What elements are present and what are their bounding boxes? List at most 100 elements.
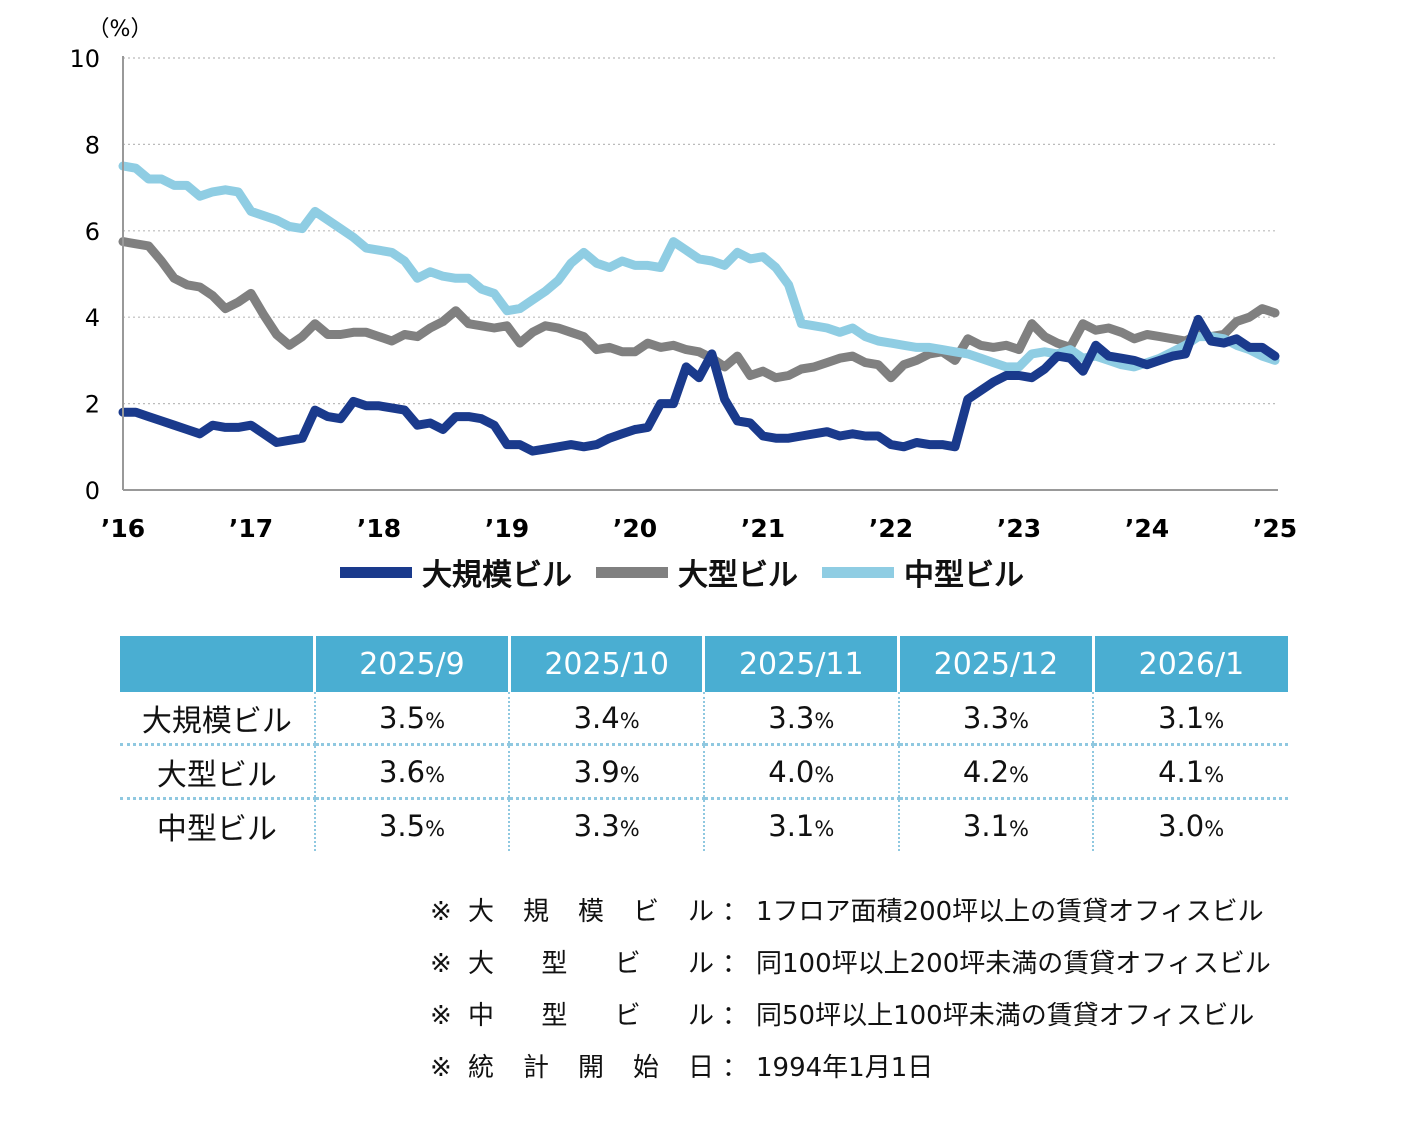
note-term-char: ビ	[614, 949, 641, 979]
x-tick-label: ’19	[485, 514, 529, 543]
y-tick-label: 4	[85, 304, 100, 332]
y-tick-label: 6	[85, 218, 100, 246]
table-cell: 3.3%	[702, 692, 899, 746]
cell-value: 3.0	[1158, 808, 1205, 843]
table-cell: 4.1%	[1092, 744, 1288, 800]
note-term-char: 開	[577, 1053, 604, 1083]
table-cell: 3.1%	[702, 798, 899, 851]
table-corner-cell	[120, 636, 315, 692]
series-line	[118, 314, 1280, 456]
series-lines	[118, 161, 1280, 456]
cell-unit: %	[425, 762, 446, 787]
note-row: ※ 大規模ビル： 1フロア面積200坪以上の賃貸オフィスビル	[430, 886, 1271, 938]
table-row: 中型ビル 3.5% 3.3% 3.1% 3.1% 3.0%	[120, 798, 1288, 851]
footnotes: ※ 大規模ビル： 1フロア面積200坪以上の賃貸オフィスビル ※ 大型ビル：同100坪以…	[430, 886, 1271, 1094]
note-term-char: 型	[541, 1001, 568, 1031]
x-axis-ticks: ’16 ’17 ’18 ’19 ’20 ’21 ’22 ’23 ’24 ’25	[101, 514, 1297, 543]
x-tick-label: ’17	[229, 514, 273, 543]
note-term: 中型ビル	[468, 990, 714, 1042]
table-row-label: 大型ビル	[120, 744, 315, 800]
note-colon: ：	[721, 1001, 748, 1031]
cell-value: 3.3	[768, 700, 815, 735]
cell-unit: %	[425, 708, 446, 733]
note-term-char: 中	[468, 1001, 495, 1031]
table-column-header: 2025/11	[702, 636, 899, 692]
table-cell: 3.1%	[897, 798, 1094, 851]
table-column-header: 2025/12	[897, 636, 1094, 692]
legend-item: 中型ビル	[822, 550, 1024, 594]
table-cell: 3.3%	[897, 692, 1094, 746]
table-cell: 3.1%	[1092, 692, 1288, 746]
cell-unit: %	[425, 816, 446, 841]
cell-unit: %	[814, 762, 835, 787]
chart-legend: 大規模ビル 大型ビル 中型ビル	[340, 550, 1048, 594]
cell-value: 3.9	[573, 754, 620, 789]
note-term-char: 始	[632, 1053, 659, 1083]
legend-swatch	[822, 566, 894, 578]
x-tick-label: ’21	[741, 514, 785, 543]
note-term: 大規模ビル	[468, 886, 714, 938]
cell-value: 4.0	[768, 754, 815, 789]
note-row: ※ 統計開始日： 1994年1月1日	[430, 1042, 1271, 1094]
y-tick-label: 8	[85, 131, 100, 159]
table-cell: 4.0%	[702, 744, 899, 800]
note-term-char: 大	[468, 949, 495, 979]
cell-value: 3.6	[378, 754, 426, 789]
note-term-char: ル	[687, 949, 714, 979]
note-row: ※ 大 型 ビ ル： 同100坪以上200坪未満の賃貸オフィスビル	[430, 938, 1271, 990]
note-colon: ：	[721, 897, 748, 927]
table-row-label: 大規模ビル	[120, 692, 315, 746]
note-term-char: 模	[577, 897, 604, 927]
x-tick-label: ’22	[869, 514, 913, 543]
cell-value: 3.3	[573, 808, 620, 843]
note-mark: ※	[430, 1053, 452, 1083]
x-tick-label: ’23	[997, 514, 1041, 543]
table-cell: 3.6%	[313, 744, 510, 800]
y-tick-label: 10	[69, 45, 100, 73]
note-description: 同100坪以上200坪未満の賃貸オフィスビル	[756, 949, 1271, 979]
note-term-char: 日	[687, 1053, 714, 1083]
note-colon: ：	[721, 1053, 748, 1083]
note-term-char: ル	[687, 897, 714, 927]
table-column-header: 2025/10	[507, 636, 704, 692]
cell-unit: %	[1204, 762, 1225, 787]
cell-unit: %	[1009, 762, 1029, 787]
note-term-char: 大	[468, 897, 495, 927]
note-colon: ：	[721, 949, 748, 979]
note-term: 統計開始日	[468, 1042, 714, 1094]
cell-value: 4.2	[962, 754, 1010, 789]
x-tick-label: ’24	[1125, 514, 1169, 543]
note-term-char: ビ	[632, 897, 659, 927]
table-column-header: 2026/1	[1091, 636, 1288, 692]
table-cell: 3.3%	[508, 798, 704, 851]
note-term-char: 規	[522, 897, 549, 927]
legend-label: 大規模ビル	[422, 558, 572, 593]
legend-item: 大規模ビル	[340, 550, 572, 594]
cell-value: 3.4	[573, 700, 620, 735]
legend-item: 大型ビル	[596, 550, 798, 594]
note-description: 1994年1月1日	[756, 1053, 934, 1083]
x-tick-label: ’20	[613, 514, 657, 543]
table-cell: 3.0%	[1092, 798, 1288, 851]
table-row: 大型ビル 3.6% 3.9% 4.0% 4.2% 4.1%	[120, 744, 1288, 800]
note-term-char: ビ	[614, 1001, 641, 1031]
series-line	[118, 161, 1280, 372]
note-term-char: 型	[541, 949, 568, 979]
table-header-row: 2025/9 2025/10 2025/11 2025/12 2026/1	[120, 636, 1288, 692]
x-tick-label: ’18	[357, 514, 401, 543]
legend-label: 大型ビル	[678, 558, 798, 593]
legend-label: 中型ビル	[904, 558, 1024, 593]
cell-value: 3.3	[962, 700, 1010, 735]
table-column-header: 2025/9	[313, 636, 510, 692]
legend-swatch	[340, 566, 412, 578]
table-row: 大規模ビル 3.5% 3.4% 3.3% 3.3% 3.1%	[120, 692, 1288, 746]
table-cell: 3.4%	[508, 692, 704, 746]
y-tick-label: 0	[85, 477, 100, 505]
x-tick-label: ’16	[101, 514, 145, 543]
table-row-label: 中型ビル	[156, 811, 277, 847]
cell-value: 3.1	[768, 808, 815, 843]
note-term-char: 計	[522, 1053, 549, 1083]
cell-unit: %	[1204, 708, 1225, 733]
cell-value: 3.1	[962, 808, 1010, 843]
